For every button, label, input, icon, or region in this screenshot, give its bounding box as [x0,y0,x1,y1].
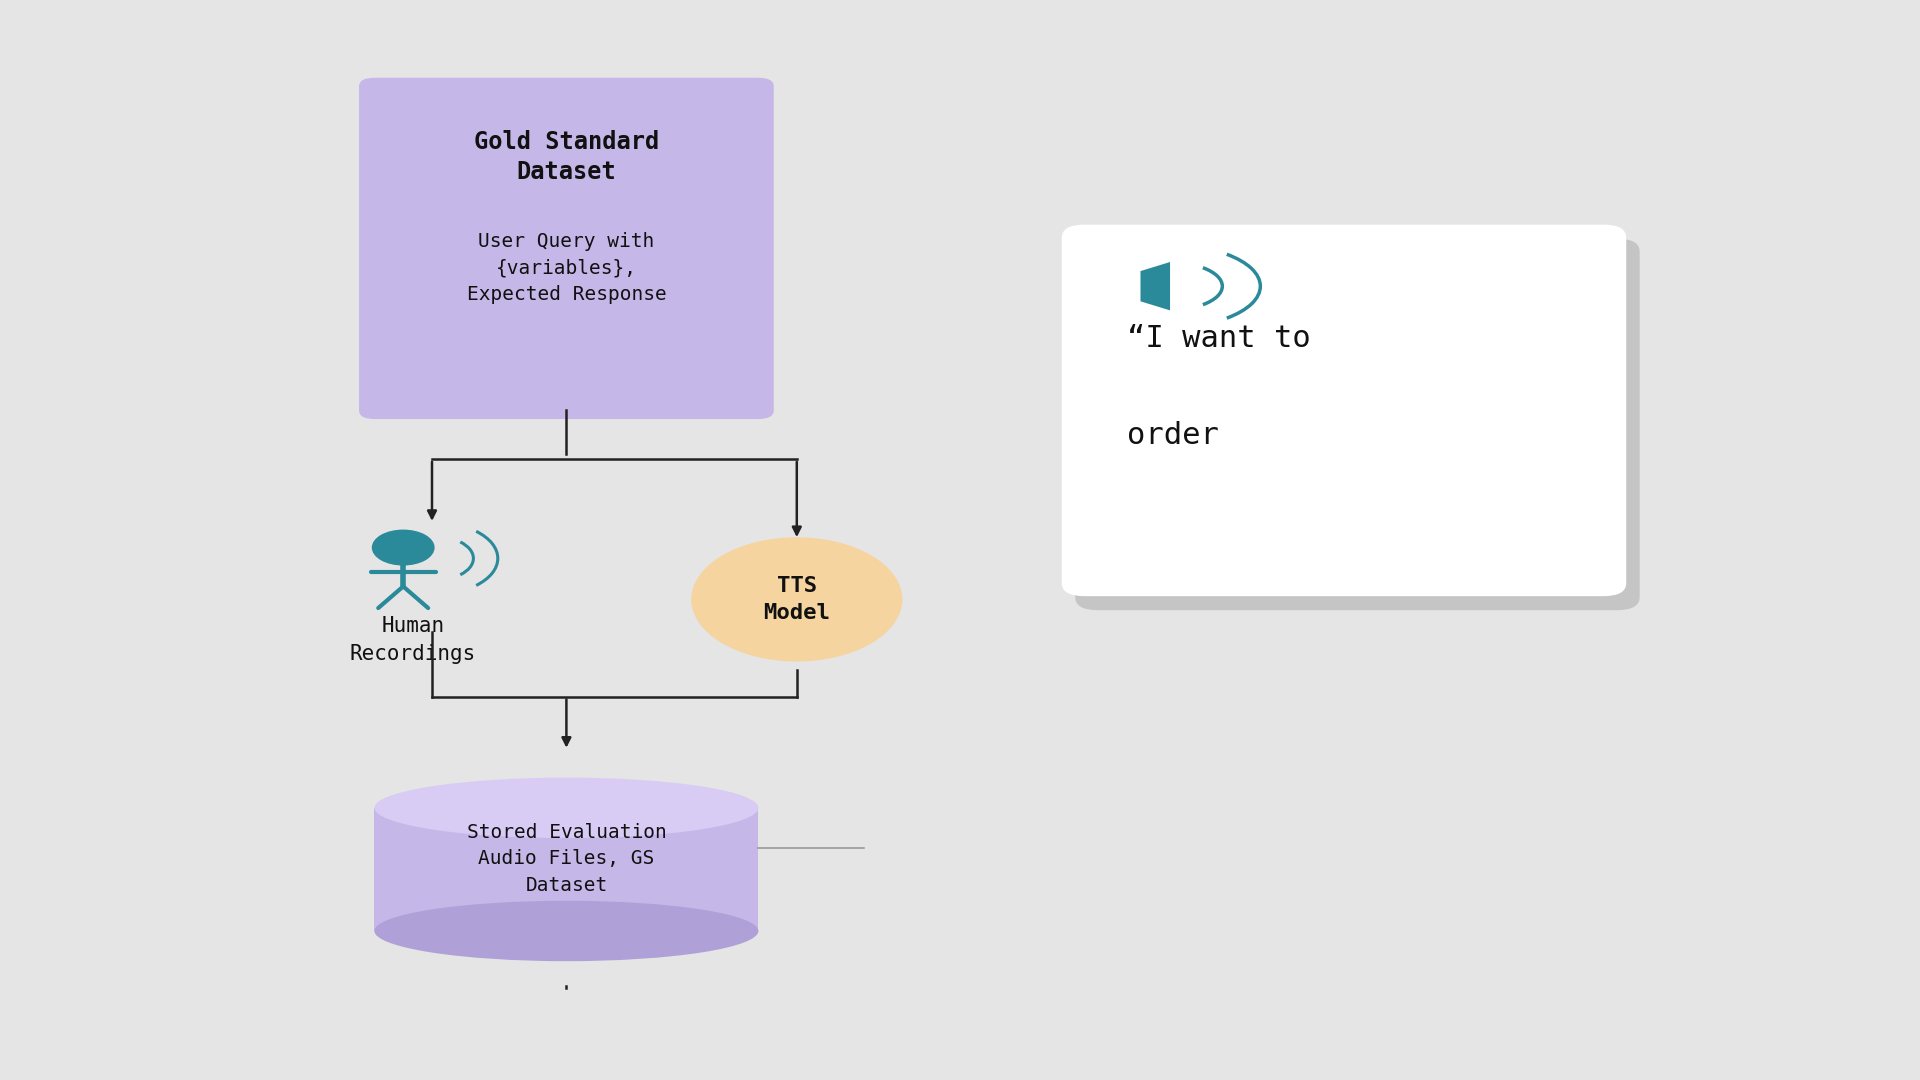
FancyBboxPatch shape [1062,225,1626,596]
Ellipse shape [374,778,758,838]
Bar [374,808,758,931]
Ellipse shape [691,537,902,661]
Text: Stored Evaluation
Audio Files, GS
Dataset: Stored Evaluation Audio Files, GS Datase… [467,823,666,894]
Text: Gold Standard
Dataset: Gold Standard Dataset [474,130,659,185]
Circle shape [372,530,434,565]
FancyBboxPatch shape [1075,239,1640,610]
Text: Human
Recordings: Human Recordings [349,616,476,663]
Polygon shape [1140,262,1169,310]
Text: User Query with
{variables},
Expected Response: User Query with {variables}, Expected Re… [467,232,666,305]
Text: order: order [1127,421,1236,450]
FancyBboxPatch shape [359,78,774,419]
Ellipse shape [374,901,758,961]
Text: “I want to: “I want to [1127,324,1311,353]
Text: TTS
Model: TTS Model [764,577,829,622]
